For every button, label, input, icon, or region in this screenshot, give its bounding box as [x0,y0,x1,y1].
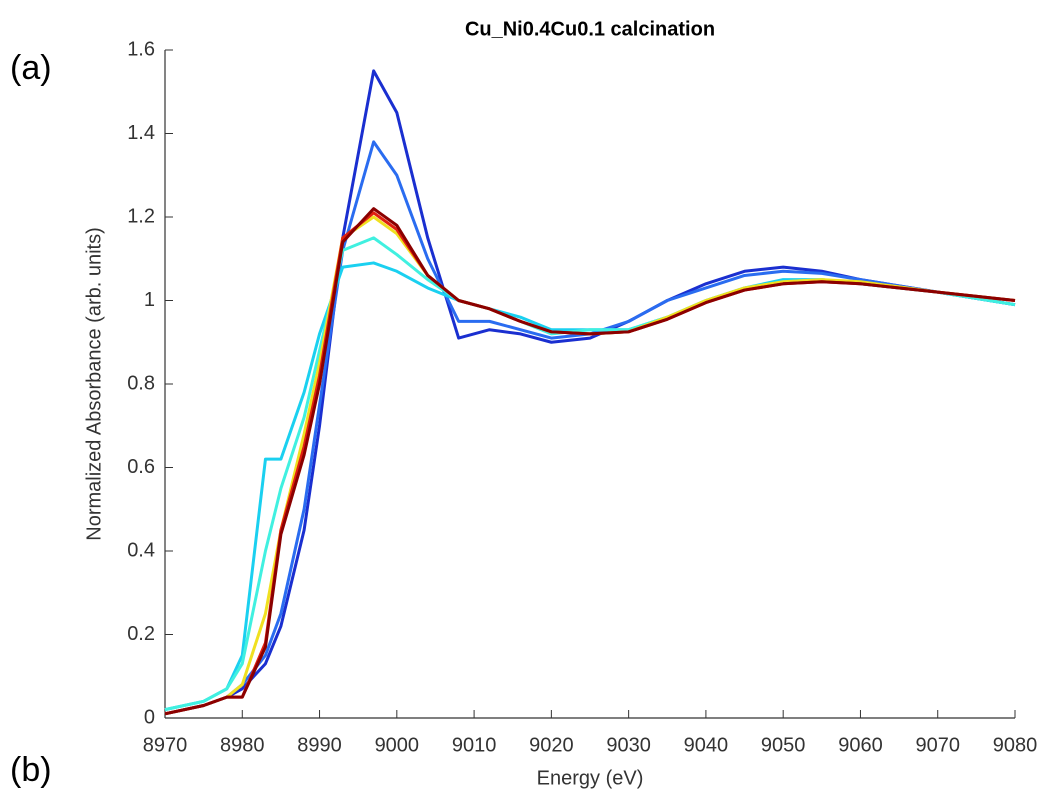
x-tick-label: 9050 [761,734,806,756]
y-tick-label: 1.6 [127,38,155,60]
panel-label: (b) [10,751,52,789]
x-tick-label: 9070 [915,734,960,756]
x-axis-label: Energy (eV) [537,767,644,789]
spectrum-line [164,69,1016,716]
spectrum-line [164,207,1016,716]
panel-label: (a) [10,49,52,87]
x-tick-label: 9040 [684,734,729,756]
x-tick-label: 8970 [143,734,188,756]
y-tick-label: 0.8 [127,372,155,394]
x-tick-label: 9030 [606,734,651,756]
chart-title: Cu_Ni0.4Cu0.1 calcination [465,18,715,40]
y-axis-label: Normalized Absorbance (arb. units) [83,227,105,540]
y-tick-label: 1 [144,289,155,311]
x-tick-label: 8980 [220,734,265,756]
y-tick-label: 0.4 [127,539,155,561]
spectrum-line [164,236,1016,712]
y-tick-label: 1.4 [127,122,155,144]
x-tick-label: 9020 [529,734,574,756]
spectrum-line [164,215,1016,716]
x-tick-label: 9000 [375,734,420,756]
x-tick-label: 8990 [297,734,342,756]
x-tick-label: 9060 [838,734,883,756]
x-tick-label: 9080 [993,734,1038,756]
x-tick-label: 9010 [452,734,497,756]
y-tick-label: 1.2 [127,205,155,227]
y-tick-label: 0.2 [127,623,155,645]
y-tick-label: 0.6 [127,456,155,478]
spectrum-line [164,140,1016,716]
y-tick-label: 0 [144,706,155,728]
